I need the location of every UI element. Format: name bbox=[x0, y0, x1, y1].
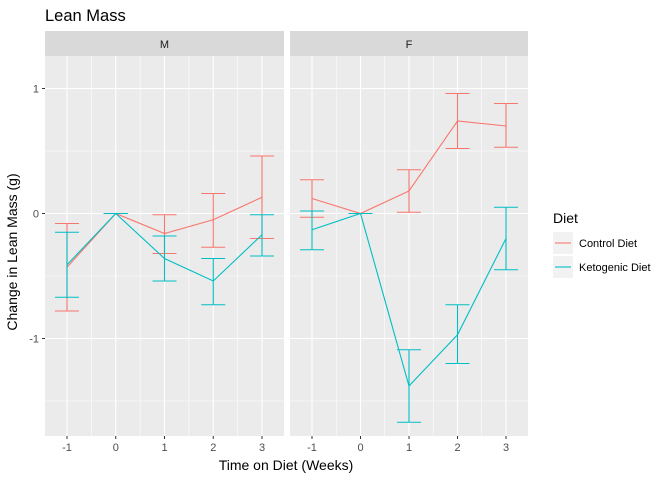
series-line bbox=[311, 212, 507, 388]
error-bar bbox=[201, 257, 226, 306]
x-tick-label: -1 bbox=[62, 442, 72, 454]
series-line bbox=[66, 212, 263, 282]
chart-title: Lean Mass bbox=[45, 7, 126, 25]
x-tick-label: 0 bbox=[357, 442, 363, 454]
facet-panel-f: F -1 0 1 2 3 bbox=[290, 31, 528, 454]
legend: Diet Control Diet Ketogenic Diet bbox=[553, 210, 651, 278]
y-tick-label: 0 bbox=[33, 209, 39, 221]
error-bar bbox=[494, 102, 518, 148]
x-tick-label: 2 bbox=[454, 442, 460, 454]
error-bar bbox=[300, 210, 324, 251]
x-tick-label: -1 bbox=[307, 442, 317, 454]
y-axis-title: Change in Lean Mass (g) bbox=[4, 173, 20, 330]
series-ketogenic-diet bbox=[55, 212, 274, 306]
series-line bbox=[311, 120, 507, 215]
legend-title: Diet bbox=[553, 210, 578, 226]
y-tick-label: 1 bbox=[33, 84, 39, 96]
x-tick-label: 3 bbox=[259, 442, 265, 454]
series-ketogenic-diet bbox=[300, 206, 518, 423]
x-tick-label: 3 bbox=[503, 442, 509, 454]
series-line bbox=[66, 196, 263, 268]
facet-strip-label: M bbox=[160, 39, 169, 51]
series-control-diet bbox=[300, 92, 518, 218]
facet-strip-label: F bbox=[406, 39, 413, 51]
y-tick-label: -1 bbox=[29, 334, 39, 346]
facet-strip bbox=[290, 31, 528, 56]
legend-item-control-diet: Control Diet bbox=[553, 232, 637, 254]
facet-strip bbox=[45, 31, 284, 56]
facet-panels: M -1 0 1 2 3 F -1 0 1 2 3 bbox=[45, 31, 528, 454]
x-axis-title: Time on Diet (Weeks) bbox=[219, 457, 354, 473]
x-tick-label: 0 bbox=[113, 442, 119, 454]
x-tick-label: 1 bbox=[161, 442, 167, 454]
error-bar bbox=[201, 192, 226, 248]
x-tick-label: 2 bbox=[210, 442, 216, 454]
legend-item-ketogenic-diet: Ketogenic Diet bbox=[553, 256, 651, 278]
legend-label: Ketogenic Diet bbox=[579, 262, 651, 274]
facet-panel-m: M -1 0 1 2 3 bbox=[45, 31, 284, 454]
legend-label: Control Diet bbox=[579, 238, 637, 250]
x-tick-label: 1 bbox=[406, 442, 412, 454]
